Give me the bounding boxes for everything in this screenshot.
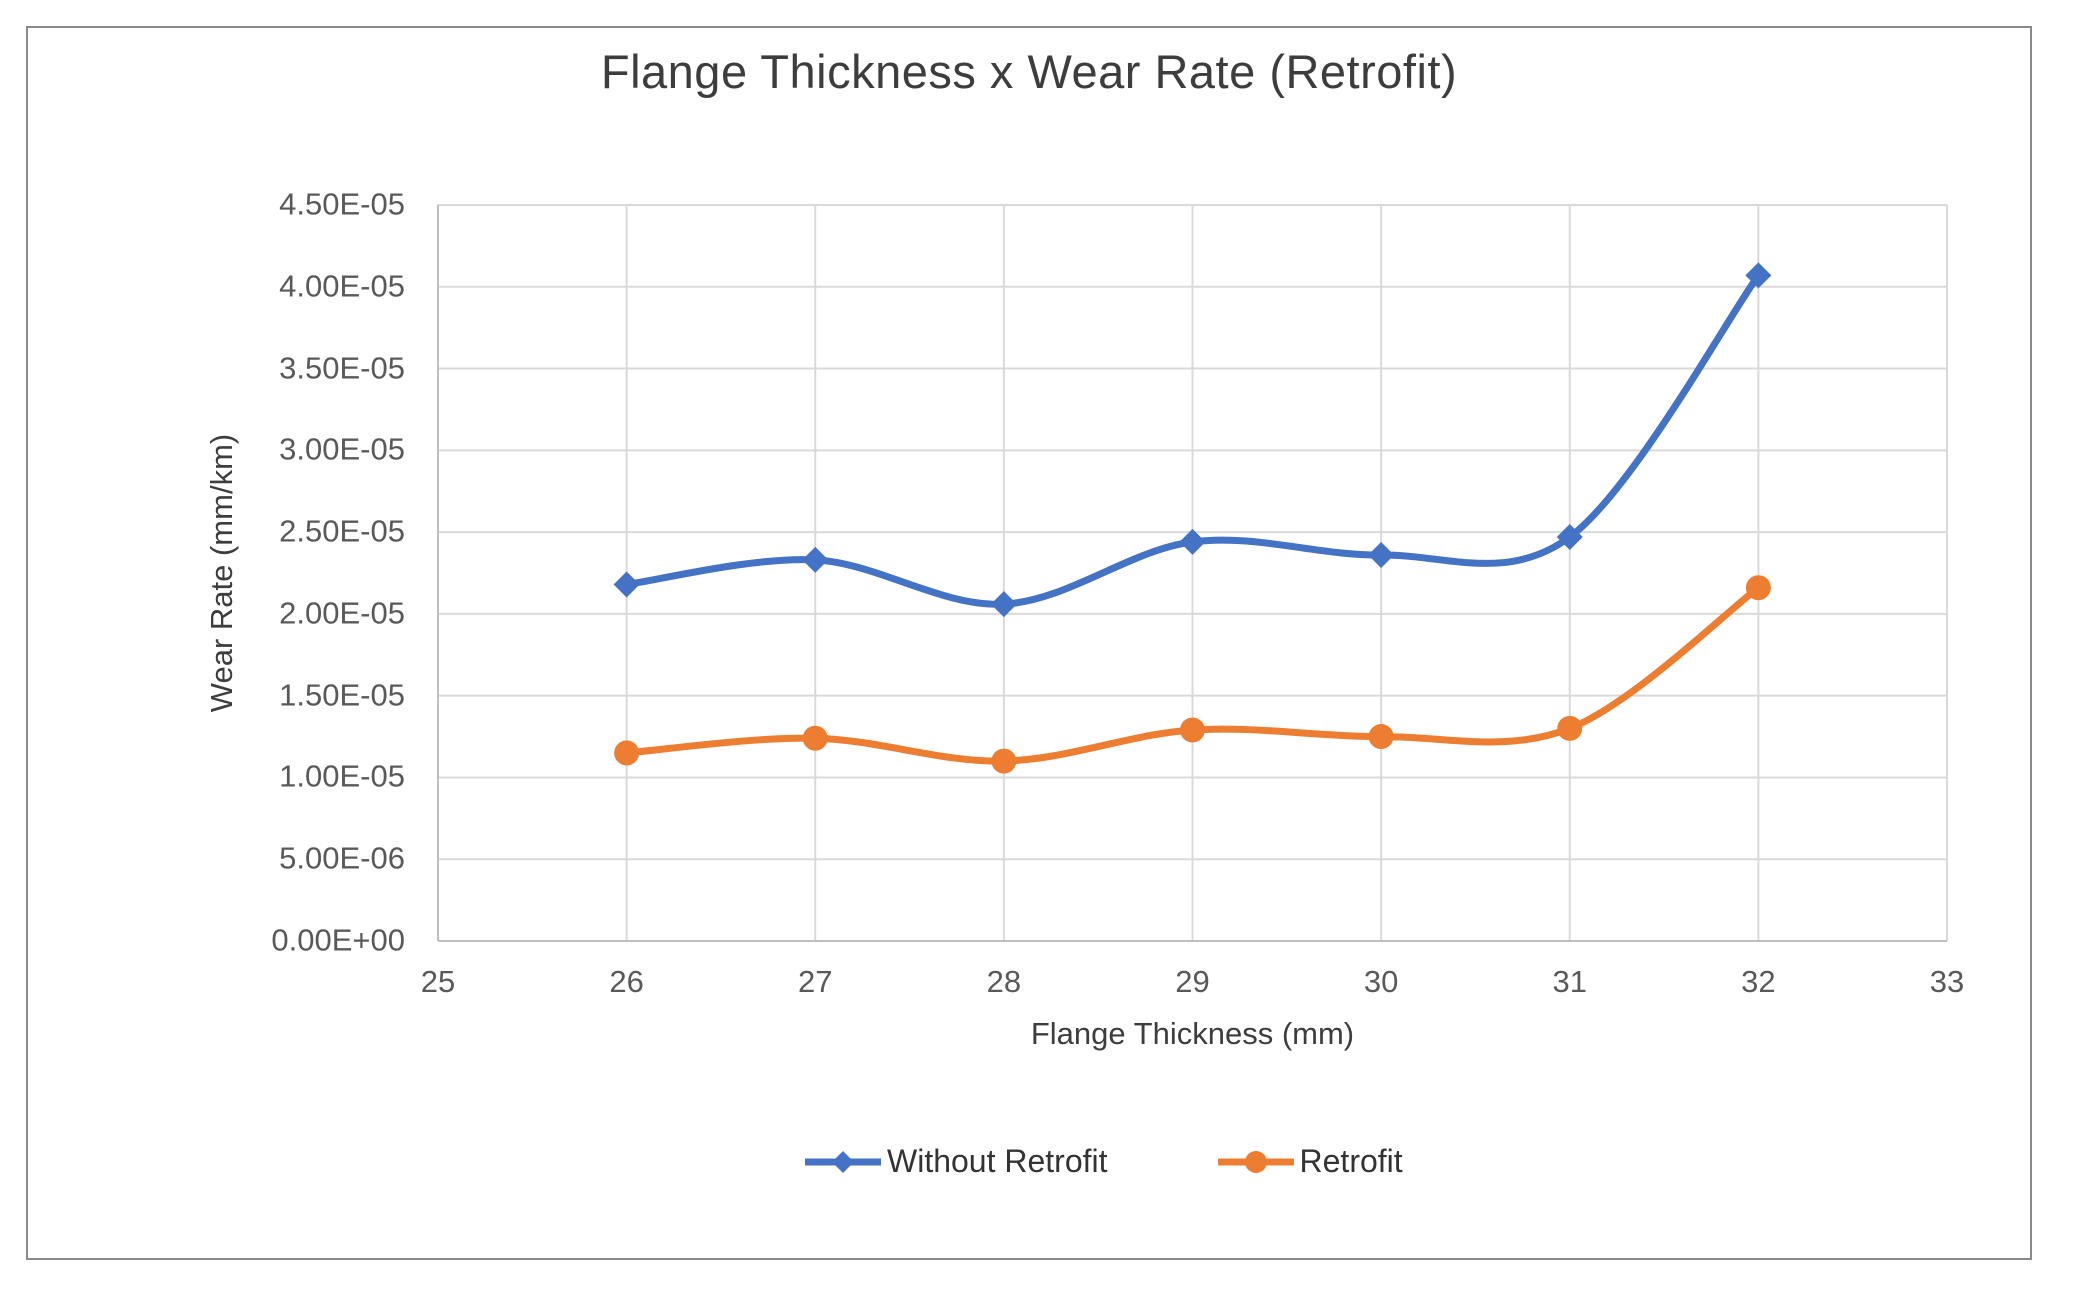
chart-border (26, 26, 2032, 1260)
legend-label-retrofit: Retrofit (1299, 1143, 1403, 1179)
x-axis-tick-label: 32 (1741, 964, 1776, 999)
x-axis-tick-label: 28 (986, 964, 1022, 999)
x-axis-tick-label: 25 (420, 964, 456, 999)
y-axis-tick-label: 2.00E-05 (279, 595, 405, 631)
legend-marker-line-circle-icon (1217, 1150, 1294, 1173)
x-axis-tick-label: 27 (798, 964, 833, 999)
axis-lines (437, 205, 1947, 942)
series-markers-without-retrofit (613, 262, 1772, 618)
x-axis-title: Flange Thickness (mm) (1030, 1016, 1355, 1051)
y-axis-tick-label: 2.50E-05 (279, 513, 405, 549)
legend-item-retrofit: Retrofit (1217, 1143, 1403, 1180)
x-axis-tick-label: 30 (1363, 964, 1399, 999)
y-axis-tick-label: 4.50E-05 (279, 186, 405, 222)
chart-title: Flange Thickness x Wear Rate (Retrofit) (600, 45, 1458, 98)
y-axis-tick-label: 5.00E-06 (279, 840, 405, 876)
y-axis-tick-label: 1.50E-05 (279, 676, 405, 712)
legend-item-without-retrofit: Without Retrofit (805, 1143, 1108, 1180)
y-axis-tick-label: 3.00E-05 (279, 431, 405, 467)
y-axis-tick-label: 1.00E-05 (279, 758, 405, 794)
series-markers-retrofit (614, 575, 1771, 774)
y-axis-tick-label: 0.00E+00 (271, 922, 405, 958)
gridlines (437, 204, 1948, 942)
legend: Without Retrofit Retrofit (805, 1143, 1403, 1180)
y-axis-tick-label: 3.50E-05 (279, 349, 405, 385)
x-axis-tick-label: 31 (1552, 964, 1587, 999)
legend-label-without-retrofit: Without Retrofit (887, 1143, 1108, 1179)
x-axis-tick-label: 29 (1175, 964, 1210, 999)
y-axis-tick-label: 4.00E-05 (279, 268, 405, 304)
legend-marker-line-diamond-icon (805, 1150, 881, 1173)
x-axis-tick-label: 26 (609, 964, 644, 999)
x-axis-tick-label: 33 (1929, 964, 1965, 999)
y-axis-title: Wear Rate (mm/km) (204, 433, 239, 713)
